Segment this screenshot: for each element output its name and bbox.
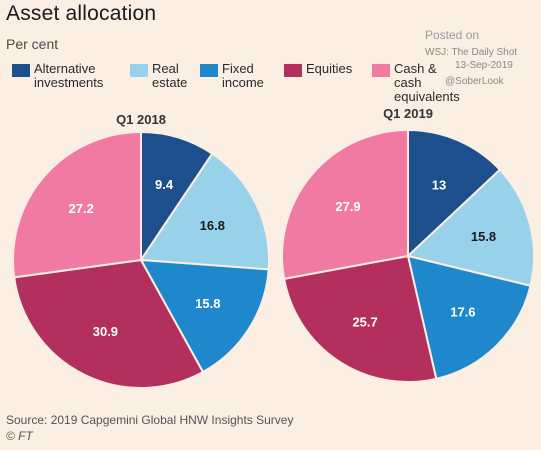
source-note: Source: 2019 Capgemini Global HNW Insigh… <box>6 413 294 427</box>
pie-slice <box>281 128 409 280</box>
pie-slice <box>140 130 214 264</box>
legend-swatch <box>372 64 390 77</box>
legend-label: Cash & cash equivalents <box>394 61 460 104</box>
legend: Alternative investments Real estate Fixed … <box>12 61 537 104</box>
slice-label: 15.8 <box>195 296 220 311</box>
slice-label: 27.9 <box>335 199 360 214</box>
pie-slice <box>407 128 502 259</box>
legend-swatch <box>284 64 302 77</box>
legend-swatch <box>12 64 30 77</box>
watermark: Posted on WSJ: The Daily Shot 13-Sep-201… <box>425 29 517 88</box>
slice-label: 27.2 <box>69 201 94 216</box>
watermark-date: 13-Sep-2019 <box>455 60 513 71</box>
watermark-handle: @SoberLook <box>445 76 504 87</box>
pie-slice <box>12 130 142 279</box>
pie-charts: Q1 2018 9.4 16.8 15.8 30.9 27.2 Q1 2019 13 15.8 1… <box>12 106 535 389</box>
credit: © FT <box>6 429 33 443</box>
slice-label: 30.9 <box>93 324 118 339</box>
legend-label: Real estate <box>152 61 188 90</box>
chart-title: Asset allocation <box>6 2 157 25</box>
legend-swatch <box>200 64 218 77</box>
slice-label: 9.4 <box>155 177 174 192</box>
pie-title: Q1 2018 <box>116 112 166 127</box>
watermark-source: WSJ: The Daily Shot <box>425 47 518 58</box>
slice-label: 25.7 <box>352 314 377 329</box>
pie-slice <box>406 254 532 380</box>
legend-swatch <box>130 64 148 77</box>
pie-2: Q1 2019 13 15.8 17.6 25.7 27.9 <box>281 106 535 383</box>
watermark-posted-on: Posted on <box>425 28 480 42</box>
legend-label: Fixed income <box>222 61 264 90</box>
pie-title: Q1 2019 <box>383 106 433 121</box>
pie-slice <box>282 254 438 383</box>
slice-label: 17.6 <box>450 305 475 320</box>
pie-slice <box>139 152 270 271</box>
pie-slice <box>139 258 270 374</box>
pie-slice <box>405 168 535 288</box>
chart-subtitle: Per cent <box>6 36 59 52</box>
slice-label: 16.8 <box>200 218 225 233</box>
pie-slice <box>13 258 205 389</box>
slice-label: 15.8 <box>471 229 496 244</box>
pie-1: Q1 2018 9.4 16.8 15.8 30.9 27.2 <box>12 112 270 389</box>
legend-label: Equities <box>306 61 353 76</box>
slice-label: 13 <box>432 177 446 192</box>
legend-label: Alternative investments <box>34 61 104 90</box>
